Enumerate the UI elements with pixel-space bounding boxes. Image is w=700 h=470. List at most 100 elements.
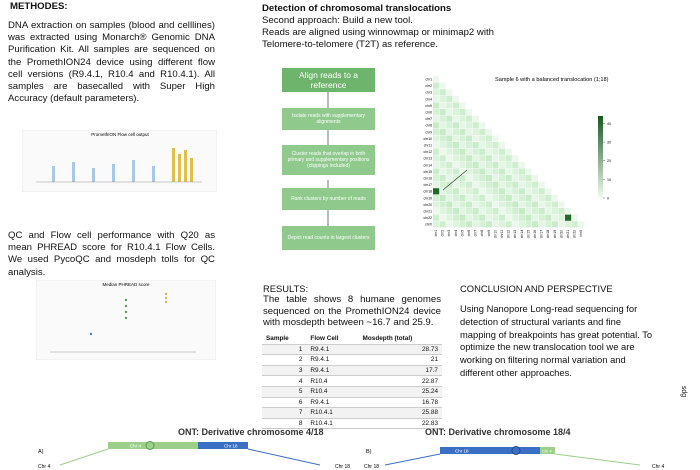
col-label: chr13 (513, 230, 517, 239)
heat-cell (472, 122, 479, 129)
row-label: chr12 (424, 150, 433, 154)
col-label: chr9 (487, 230, 491, 237)
heat-cell (439, 201, 446, 208)
heat-cell (492, 148, 499, 155)
heat-cell (499, 181, 506, 188)
table-cell: R9.4.1 (306, 397, 359, 409)
heat-cell (452, 188, 459, 195)
heat-cell (505, 168, 512, 175)
heat-cell (525, 201, 532, 208)
heat-cell (472, 142, 479, 149)
heat-cell (466, 109, 473, 116)
table-row: 3 R9.4.1 17.7 (262, 365, 442, 377)
heat-cell (439, 128, 446, 135)
heat-cell (485, 161, 492, 168)
heat-cell (466, 181, 473, 188)
heat-cell (452, 109, 459, 116)
heat-cell (439, 142, 446, 149)
heat-cell (433, 155, 440, 162)
heat-cell (439, 148, 446, 155)
heat-cell (439, 95, 446, 102)
heat-cell (433, 161, 440, 168)
table-row: 4 R10.4 22.87 (262, 375, 442, 387)
chart-title: Median PHREAD score (102, 282, 150, 287)
heat-cell (551, 208, 558, 215)
heat-cell (512, 208, 519, 215)
heat-cell (485, 188, 492, 195)
heat-cell (499, 168, 506, 175)
heat-cell (459, 214, 466, 221)
heat-cell (472, 181, 479, 188)
heat-cell (512, 181, 519, 188)
heat-cell (525, 175, 532, 182)
heat-cell (452, 201, 459, 208)
heat-cell (499, 148, 506, 155)
row-label: chr15 (424, 170, 433, 174)
col-label: chr22 (573, 230, 577, 239)
heat-cell (512, 175, 519, 182)
table-cell: R10.4 (306, 375, 359, 387)
table-cell: 22.87 (358, 375, 442, 387)
flow-arrows (327, 92, 329, 226)
header-row: Sample Flow Cell Mosdepth (total) (262, 334, 442, 345)
paragraph: The table shows 8 humane genomes sequenc… (263, 294, 441, 329)
heat-cell (505, 148, 512, 155)
heat-cell (505, 161, 512, 168)
heat-cell (505, 194, 512, 201)
table-row: 2 R9.4.1 21 (262, 354, 442, 366)
heat-cell (439, 82, 446, 89)
heat-cell (558, 214, 565, 221)
heat-cell (472, 201, 479, 208)
heat-cell (439, 188, 446, 195)
heat-cell (538, 188, 545, 195)
heat-cell (439, 168, 446, 175)
heat-cell (492, 221, 499, 228)
row-label: chr3 (425, 91, 432, 95)
heat-cell (532, 208, 539, 215)
heat-cell (485, 221, 492, 228)
heat-cell (472, 188, 479, 195)
heat-cell (499, 175, 506, 182)
text: Reads are aligned using winnowmap or min… (262, 27, 494, 50)
heat-cell (485, 148, 492, 155)
heat-cell (532, 188, 539, 195)
heat-cell (479, 214, 486, 221)
heat-cell (485, 135, 492, 142)
paragraph: DNA extraction on samples (blood and cel… (8, 20, 215, 105)
heat-cell (446, 109, 453, 116)
heat-cell (466, 128, 473, 135)
row-label: chr21 (424, 210, 433, 214)
heading: Detection of chromosomal translocations (262, 3, 452, 14)
heat-cell (472, 175, 479, 182)
row-label: chr18 (424, 190, 433, 194)
heat-cell (466, 161, 473, 168)
heat-cell (452, 175, 459, 182)
heat-cell (433, 142, 440, 149)
bar-label: Chr 4 (130, 444, 142, 449)
heat-cell (499, 221, 506, 228)
side-text: sdg (680, 385, 688, 398)
heat-cell (479, 122, 486, 129)
col-label: chr15 (526, 230, 530, 239)
heat-cell (433, 76, 440, 83)
heat-cell (485, 155, 492, 162)
derivative-panels: A) ONT: Derivative chromosome 4/18 Chr 4… (38, 427, 664, 470)
heat-cell (459, 102, 466, 109)
heat-cell (558, 221, 565, 228)
heat-cell (525, 168, 532, 175)
heat-cell (446, 175, 453, 182)
heat-cell (439, 89, 446, 96)
flow-node: Isolate reads with supplementary alignme… (282, 108, 375, 130)
heat-cell (532, 181, 539, 188)
heat-cell (452, 135, 459, 142)
heat-cell (472, 194, 479, 201)
table-cell: 3 (262, 365, 307, 377)
col-label: chr6 (467, 230, 471, 237)
heat-cell (466, 168, 473, 175)
heat-cell (499, 142, 506, 149)
heat-cell (499, 188, 506, 195)
heat-cell (433, 115, 440, 122)
row-label: chr4 (425, 97, 432, 101)
chart-title: PromethION Flow cell output (91, 132, 149, 137)
heat-cell (452, 155, 459, 162)
